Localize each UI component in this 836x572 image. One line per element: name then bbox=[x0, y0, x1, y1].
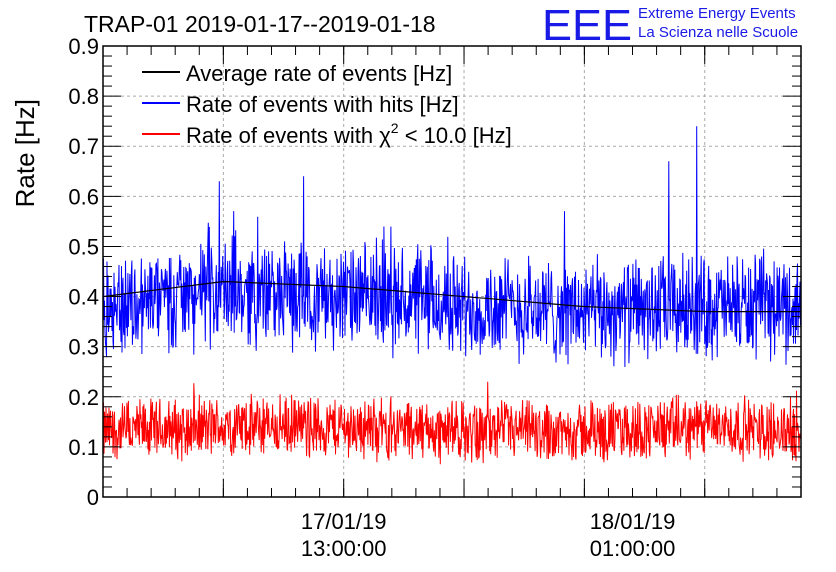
series-chi2-rate bbox=[102, 381, 802, 465]
y-tick-label: 0.3 bbox=[68, 335, 99, 360]
plot-frame bbox=[102, 45, 802, 498]
x-tick-label-date: 18/01/19 bbox=[590, 509, 676, 534]
y-tick-label: 0.5 bbox=[68, 234, 99, 259]
y-tick-label: 0.2 bbox=[68, 385, 99, 410]
x-tick-label-time: 13:00:00 bbox=[301, 536, 387, 561]
legend-label-hits: Rate of events with hits [Hz] bbox=[186, 92, 459, 117]
x-tick-label-date: 17/01/19 bbox=[301, 509, 387, 534]
y-tick-label: 0.7 bbox=[68, 134, 99, 159]
series-layer bbox=[102, 126, 802, 465]
eee-logo: EEE Extreme Energy Events La Scienza nel… bbox=[542, 1, 798, 50]
y-tick-label: 0.4 bbox=[68, 285, 99, 310]
legend: Average rate of events [Hz] Rate of even… bbox=[142, 61, 512, 148]
y-axis-label: Rate [Hz] bbox=[10, 99, 40, 207]
y-tick-label: 0.9 bbox=[68, 34, 99, 59]
series-hits-rate bbox=[102, 126, 802, 368]
legend-entry-hits: Rate of events with hits [Hz] bbox=[142, 92, 459, 117]
series-average-rate bbox=[102, 280, 801, 313]
logo-letters: EEE bbox=[542, 1, 632, 50]
y-tick-label: 0.1 bbox=[68, 435, 99, 460]
logo-line-1: Extreme Energy Events bbox=[638, 5, 796, 22]
y-tick-label: 0.6 bbox=[68, 184, 99, 209]
y-axis: 0 0.1 0.2 0.3 0.4 0.5 0.6 0.7 0.8 0.9 bbox=[68, 34, 801, 510]
legend-entry-average: Average rate of events [Hz] bbox=[142, 61, 452, 86]
logo-line-2: La Scienza nelle Scuole bbox=[638, 24, 798, 41]
legend-label-chi2: Rate of events with χ2 < 10.0 [Hz] bbox=[186, 120, 512, 148]
legend-label-average: Average rate of events [Hz] bbox=[186, 61, 452, 86]
x-tick-label-time: 01:00:00 bbox=[590, 536, 676, 561]
y-tick-label: 0.8 bbox=[68, 84, 99, 109]
y-tick-label: 0 bbox=[87, 485, 99, 510]
chart-title: TRAP-01 2019-01-17--2019-01-18 bbox=[84, 11, 436, 37]
legend-entry-chi2: Rate of events with χ2 < 10.0 [Hz] bbox=[142, 120, 512, 148]
plot-border bbox=[102, 45, 802, 498]
